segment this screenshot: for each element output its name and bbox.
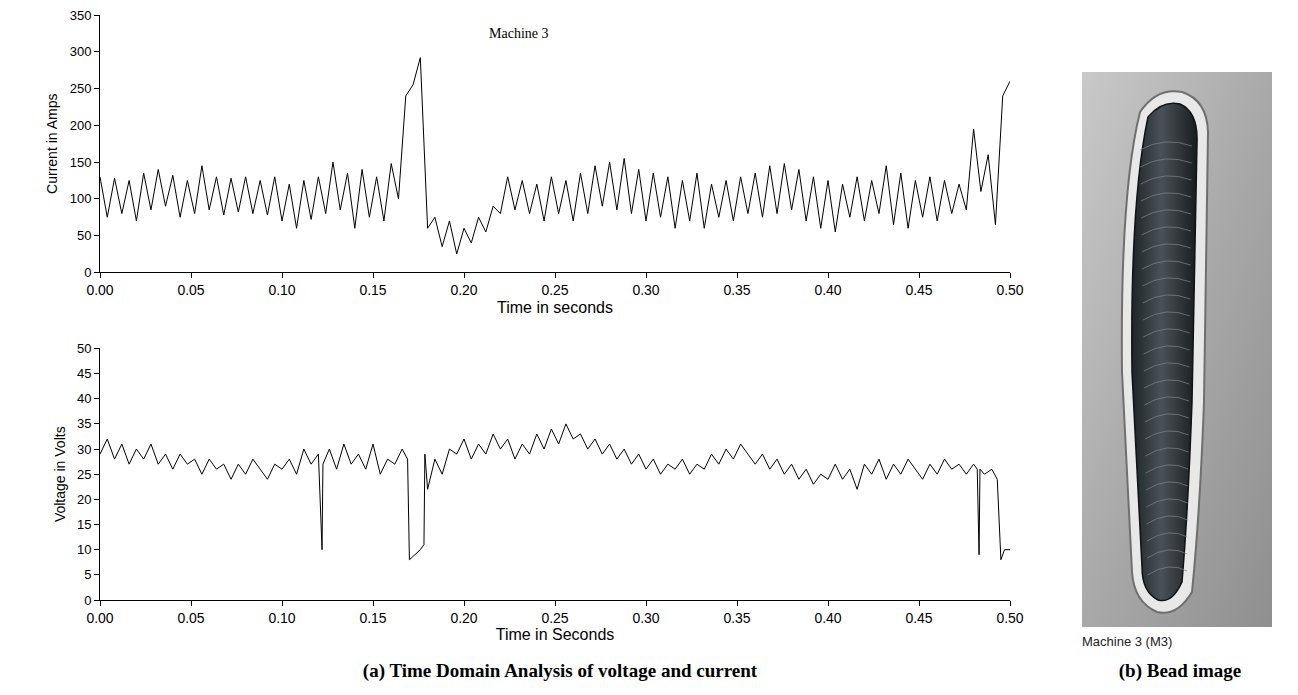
- svg-text:50: 50: [77, 341, 91, 356]
- svg-text:25: 25: [77, 467, 91, 482]
- svg-text:0.10: 0.10: [268, 282, 295, 298]
- svg-text:0.30: 0.30: [632, 610, 659, 626]
- svg-text:50: 50: [77, 228, 91, 243]
- svg-text:250: 250: [70, 81, 92, 96]
- svg-text:20: 20: [77, 492, 91, 507]
- svg-text:0.15: 0.15: [359, 610, 386, 626]
- svg-text:Time in seconds: Time in seconds: [497, 299, 613, 316]
- svg-text:150: 150: [70, 155, 92, 170]
- svg-text:0.45: 0.45: [905, 610, 932, 626]
- svg-text:300: 300: [70, 44, 92, 59]
- svg-text:0.10: 0.10: [268, 610, 295, 626]
- svg-text:0.35: 0.35: [723, 610, 750, 626]
- svg-text:0.05: 0.05: [177, 282, 204, 298]
- svg-text:0.45: 0.45: [905, 282, 932, 298]
- svg-text:45: 45: [77, 366, 91, 381]
- svg-text:0.40: 0.40: [814, 610, 841, 626]
- svg-text:Time in Seconds: Time in Seconds: [496, 626, 615, 643]
- svg-text:0: 0: [84, 593, 91, 608]
- html-text:(b) Bead image: (b) Bead image: [1118, 660, 1242, 681]
- svg-text:0.35: 0.35: [723, 282, 750, 298]
- svg-text:0.25: 0.25: [541, 282, 568, 298]
- svg-text:Current in Amps: Current in Amps: [44, 94, 60, 194]
- html-text:(a) Time Domain Analysis of vo: (a) Time Domain Analysis of voltage and …: [362, 660, 758, 681]
- svg-text:0.20: 0.20: [450, 282, 477, 298]
- svg-text:0.15: 0.15: [359, 282, 386, 298]
- svg-text:0.00: 0.00: [86, 610, 113, 626]
- svg-text:0.50: 0.50: [996, 282, 1023, 298]
- svg-text:0.05: 0.05: [177, 610, 204, 626]
- svg-text:100: 100: [70, 191, 92, 206]
- svg-text:0.40: 0.40: [814, 282, 841, 298]
- svg-text:350: 350: [70, 8, 92, 23]
- svg-text:0.30: 0.30: [632, 282, 659, 298]
- svg-text:0: 0: [84, 265, 91, 280]
- svg-text:Voltage in Volts: Voltage in Volts: [52, 426, 68, 522]
- svg-text:0.25: 0.25: [541, 610, 568, 626]
- svg-text:0.50: 0.50: [996, 610, 1023, 626]
- svg-text:10: 10: [77, 542, 91, 557]
- svg-text:30: 30: [77, 442, 91, 457]
- svg-text:5: 5: [84, 567, 91, 582]
- svg-text:0.20: 0.20: [450, 610, 477, 626]
- svg-text:35: 35: [77, 416, 91, 431]
- svg-text:Machine 3: Machine 3: [489, 26, 548, 41]
- svg-text:200: 200: [70, 118, 92, 133]
- svg-text:15: 15: [77, 517, 91, 532]
- html-text:Machine 3 (M3): Machine 3 (M3): [1082, 634, 1173, 649]
- svg-text:0.00: 0.00: [86, 282, 113, 298]
- svg-text:40: 40: [77, 391, 91, 406]
